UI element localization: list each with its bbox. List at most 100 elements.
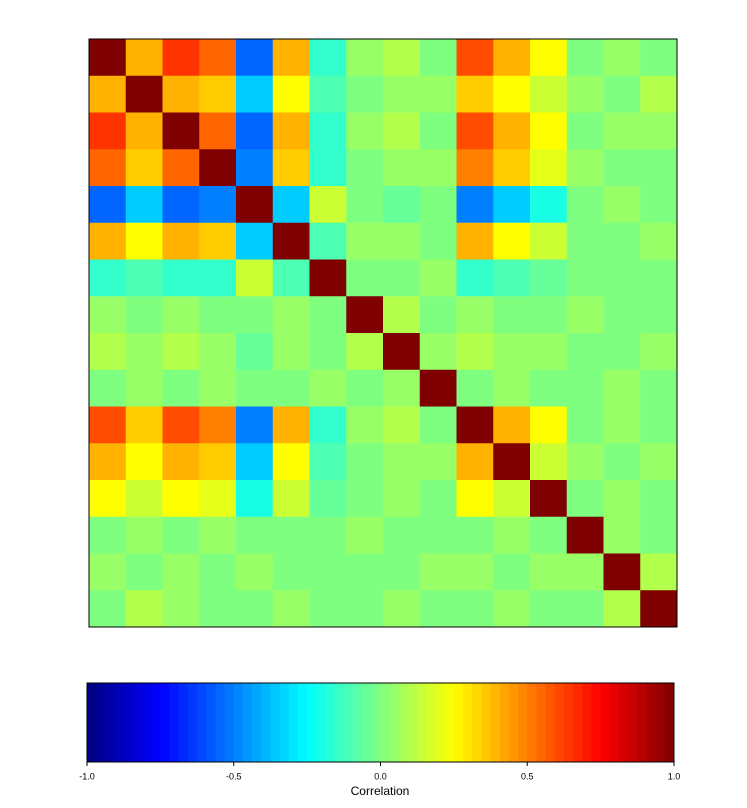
heatmap-cell — [603, 112, 641, 150]
heatmap-cell — [383, 112, 421, 150]
heatmap-cell — [309, 333, 347, 371]
heatmap-cell — [309, 590, 347, 628]
heatmap-cell — [530, 222, 568, 260]
heatmap-cell — [566, 369, 604, 407]
colorbar-tick-label: -1.0 — [79, 771, 95, 781]
heatmap-cell — [236, 480, 274, 518]
heatmap-cell — [89, 553, 127, 591]
heatmap-cell — [383, 590, 421, 628]
colorbar-swatch — [637, 683, 647, 762]
heatmap-cell — [309, 39, 347, 77]
heatmap-cell — [125, 39, 163, 77]
heatmap-cell — [640, 516, 678, 554]
colorbar-swatch — [518, 683, 528, 762]
heatmap-cell — [125, 406, 163, 444]
heatmap-cell — [383, 296, 421, 334]
heatmap-cell — [456, 296, 494, 334]
heatmap-cell — [603, 590, 641, 628]
heatmap-cell — [309, 75, 347, 113]
colorbar-swatch — [233, 683, 244, 762]
heatmap-cell — [162, 222, 200, 260]
heatmap-cell — [199, 222, 237, 260]
heatmap-cell — [125, 186, 163, 224]
heatmap-cell — [383, 443, 421, 481]
colorbar-swatch — [297, 683, 308, 762]
heatmap-cell — [419, 443, 457, 481]
heatmap-cell — [493, 516, 531, 554]
heatmap-cell — [125, 369, 163, 407]
heatmap-cell — [309, 259, 347, 297]
heatmap-cell — [640, 590, 678, 628]
heatmap-cell — [162, 553, 200, 591]
colorbar-swatch — [316, 683, 326, 762]
heatmap-cell — [346, 75, 384, 113]
heatmap-cell — [383, 369, 421, 407]
colorbar-swatch — [573, 683, 583, 762]
colorbar-swatch — [178, 683, 189, 762]
heatmap-cell — [309, 296, 347, 334]
heatmap-cell — [236, 443, 274, 481]
heatmap-cell — [419, 296, 457, 334]
heatmap-cell — [419, 149, 457, 187]
heatmap-cell — [199, 259, 237, 297]
heatmap-cell — [493, 39, 531, 77]
heatmap-cell — [272, 406, 310, 444]
heatmap-cell — [419, 259, 457, 297]
heatmap-cell — [272, 480, 310, 518]
colorbar-tick-label: -0.5 — [226, 771, 242, 781]
colorbar-swatch — [261, 683, 271, 762]
heatmap-cell — [603, 222, 641, 260]
heatmap-cell — [603, 259, 641, 297]
heatmap-cell — [493, 75, 531, 113]
heatmap-cell — [383, 186, 421, 224]
colorbar-swatch — [380, 683, 391, 762]
heatmap-cell — [640, 39, 678, 77]
heatmap-cell — [383, 333, 421, 371]
heatmap-cell — [309, 406, 347, 444]
heatmap-cell — [199, 443, 237, 481]
heatmap-cell — [456, 480, 494, 518]
heatmap-cell — [456, 590, 494, 628]
heatmap-cell — [640, 443, 678, 481]
heatmap-cell — [603, 333, 641, 371]
heatmap-cell — [309, 443, 347, 481]
heatmap-cell — [89, 296, 127, 334]
heatmap-cell — [566, 480, 604, 518]
colorbar-swatch — [362, 683, 372, 762]
heatmap-cell — [125, 333, 163, 371]
heatmap-cell — [272, 222, 310, 260]
heatmap-cell — [346, 590, 384, 628]
heatmap-cell — [89, 259, 127, 297]
heatmap-cell — [199, 480, 237, 518]
heatmap-cell — [456, 333, 494, 371]
heatmap-cell — [419, 516, 457, 554]
heatmap-cell — [346, 149, 384, 187]
heatmap-cell — [456, 443, 494, 481]
colorbar-swatch — [270, 683, 281, 762]
heatmap-cell — [89, 406, 127, 444]
heatmap-cell — [603, 553, 641, 591]
heatmap-cell — [346, 369, 384, 407]
heatmap-cell — [162, 149, 200, 187]
heatmap-cell — [199, 186, 237, 224]
heatmap-cell — [236, 149, 274, 187]
heatmap-cell — [566, 112, 604, 150]
heatmap-cell — [603, 516, 641, 554]
heatmap-cell — [456, 39, 494, 77]
heatmap-cell — [272, 39, 310, 77]
heatmap-cell — [383, 480, 421, 518]
heatmap-cell — [456, 553, 494, 591]
heatmap-cell — [89, 112, 127, 150]
heatmap-cell — [640, 149, 678, 187]
colorbar-swatch — [224, 683, 235, 762]
heatmap-cell — [419, 112, 457, 150]
heatmap-cell — [199, 39, 237, 77]
heatmap-cell — [640, 369, 678, 407]
heatmap-cell — [309, 112, 347, 150]
heatmap-cell — [640, 112, 678, 150]
heatmap-cell — [640, 480, 678, 518]
heatmap-cell — [89, 333, 127, 371]
heatmap-cell — [493, 333, 531, 371]
heatmap-cell — [199, 553, 237, 591]
